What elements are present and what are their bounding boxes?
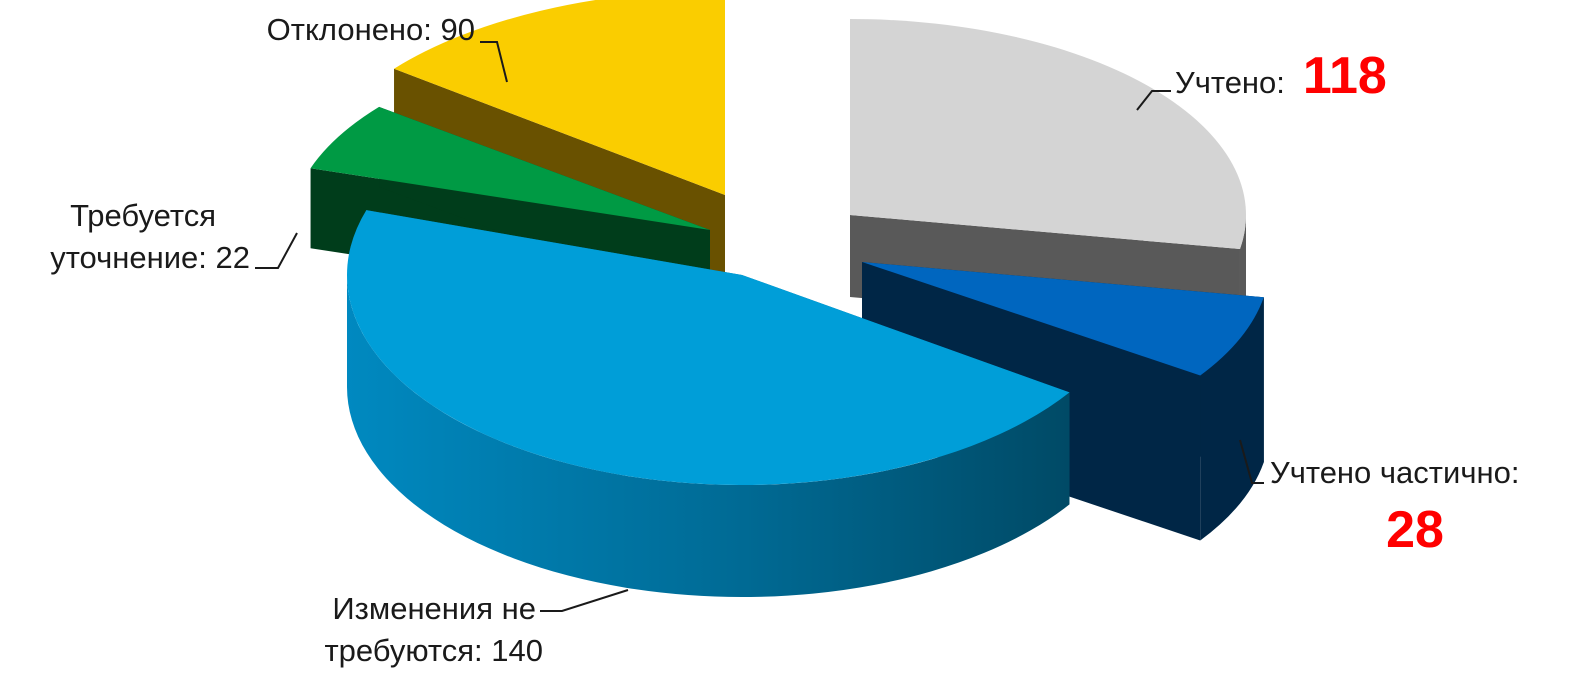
label-chastichno-value: 28 — [1386, 501, 1444, 559]
slice-outer-wall-chastichno — [1200, 297, 1264, 541]
label-chastichno-text: Учтено частично: — [1270, 455, 1519, 490]
leader-line-net — [540, 589, 629, 612]
leader-line-uchteno — [1136, 90, 1171, 111]
slice-top-uchteno — [850, 19, 1247, 250]
slice-top-net — [347, 210, 1070, 486]
label-utochnenie-line1: Требуется — [70, 198, 216, 233]
label-uchteno-value: 118 — [1303, 47, 1387, 105]
slice-chastichno — [862, 262, 1264, 541]
slice-net — [346, 210, 1070, 597]
leader-line-otkloneno — [480, 41, 508, 83]
slice-top-otkloneno — [394, 0, 725, 195]
label-uchteno-text: Учтено: — [1175, 65, 1285, 100]
label-uchteno: Учтено: 118 — [1175, 47, 1387, 105]
slices-layer — [310, 0, 1264, 597]
slice-outer-wall-net — [346, 275, 1070, 597]
labels-layer: Отклонено: 90 Учтено: 118 Требуется уточ… — [50, 12, 1519, 668]
label-net-line2: требуются: 140 — [324, 633, 543, 668]
slice-top-utochnenie — [310, 106, 710, 230]
label-utochnenie-line2: уточнение: 22 — [50, 240, 250, 275]
label-net-line1: Изменения не — [332, 591, 536, 626]
leader-line-utochnenie — [255, 232, 298, 269]
slice-top-chastichno — [862, 262, 1264, 376]
label-otkloneno: Отклонено: 90 — [267, 12, 475, 47]
leader-line-chastichno — [1239, 439, 1264, 484]
